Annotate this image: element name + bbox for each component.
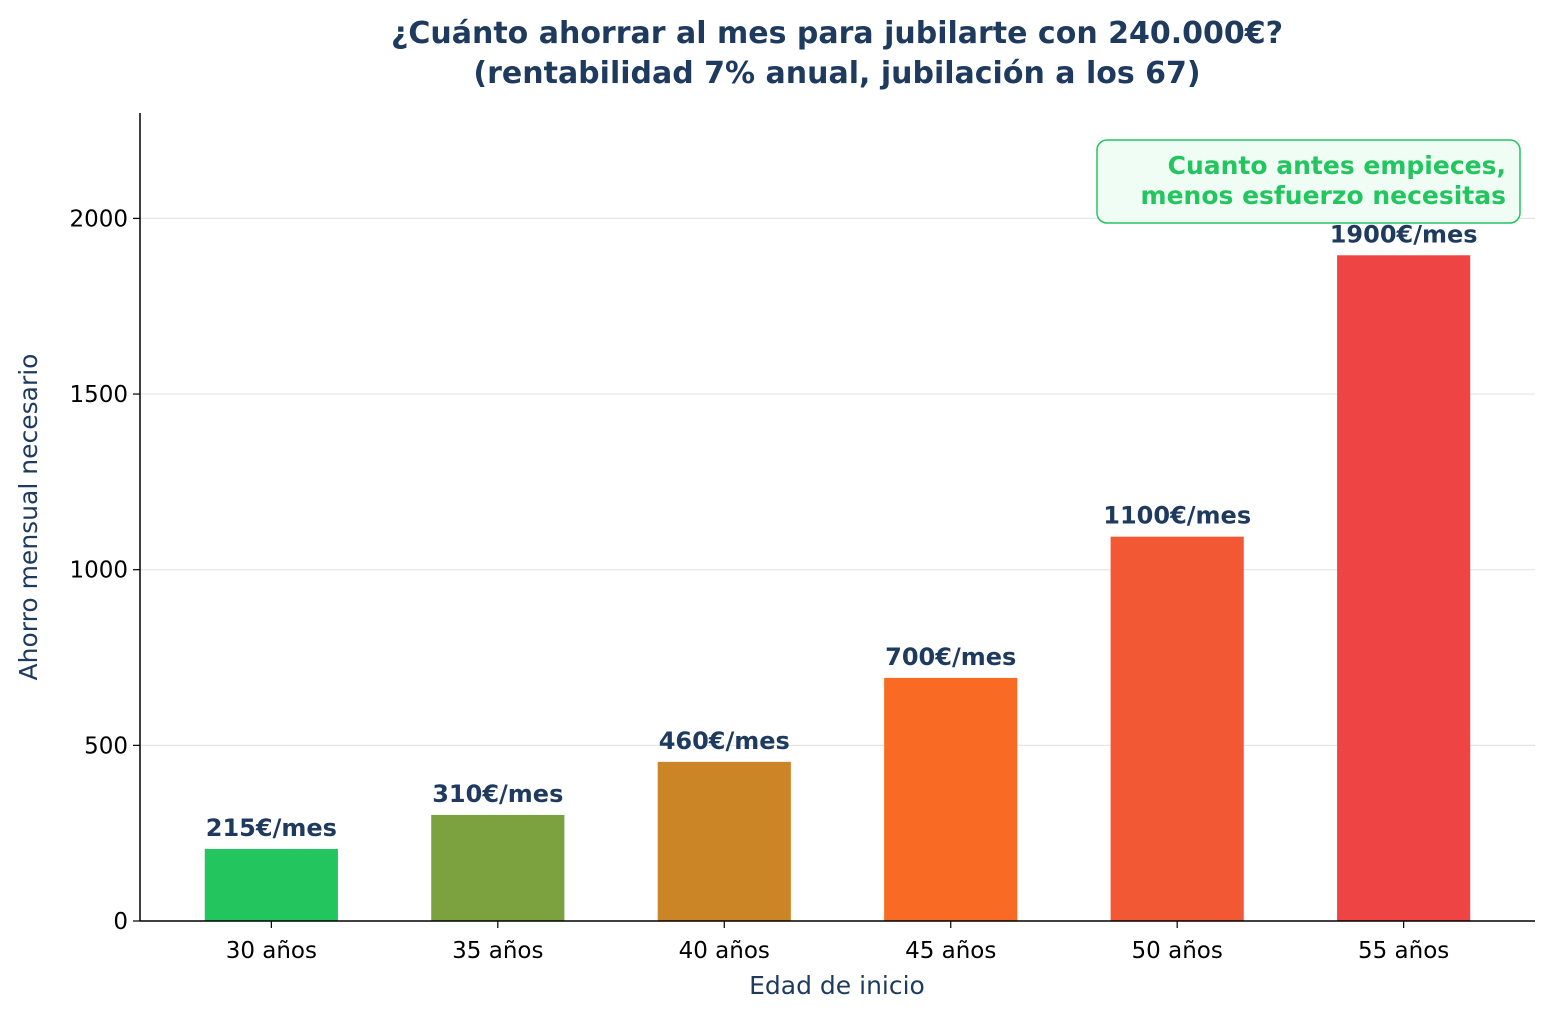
x-tick-label: 50 años	[1132, 938, 1223, 964]
annotation-box: Cuanto antes empieces, menos esfuerzo ne…	[1096, 139, 1521, 224]
bar	[431, 814, 565, 921]
data-label: 460€/mes	[659, 727, 790, 755]
bar	[204, 848, 338, 921]
bar	[884, 677, 1018, 921]
bar	[657, 761, 791, 921]
x-tick-label: 40 años	[679, 938, 770, 964]
x-tick-label: 45 años	[905, 938, 996, 964]
y-tick-label: 2000	[69, 206, 128, 232]
data-label: 310€/mes	[432, 780, 563, 808]
bar	[1110, 536, 1244, 921]
y-tick-label: 500	[84, 733, 128, 759]
chart-subtitle: (rentabilidad 7% anual, jubilación a los…	[473, 56, 1200, 91]
y-tick-label: 1500	[69, 382, 128, 408]
annotation-line-1: Cuanto antes empieces,	[1168, 151, 1506, 180]
x-axis-label: Edad de inicio	[749, 971, 925, 1000]
chart-title: ¿Cuánto ahorrar al mes para jubilarte co…	[391, 16, 1283, 51]
bar	[1337, 255, 1471, 921]
y-tick-label: 1000	[69, 558, 128, 584]
data-label: 215€/mes	[206, 814, 337, 842]
y-tick-label: 0	[113, 909, 128, 935]
data-label: 1900€/mes	[1330, 220, 1478, 248]
data-label: 700€/mes	[885, 643, 1016, 671]
annotation-line-2: menos esfuerzo necesitas	[1141, 181, 1506, 210]
x-tick-label: 30 años	[226, 938, 317, 964]
x-tick-label: 55 años	[1358, 938, 1449, 964]
x-tick-label: 35 años	[452, 938, 543, 964]
data-label: 1100€/mes	[1103, 502, 1251, 530]
y-axis-label: Ahorro mensual necesario	[14, 354, 43, 681]
